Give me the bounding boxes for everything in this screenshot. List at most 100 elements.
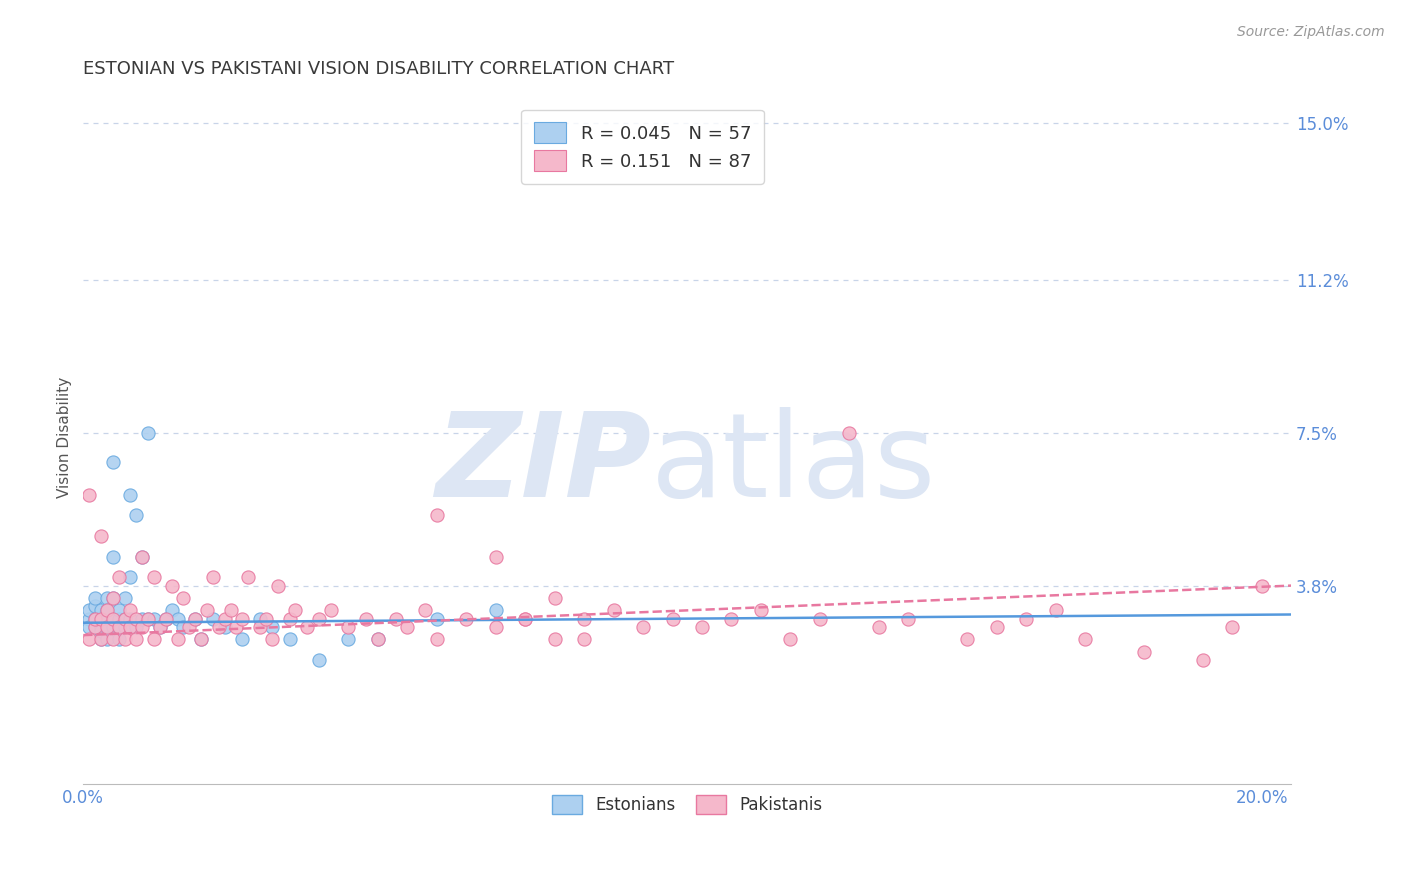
Point (90, 612, 112, 626)
Point (1133, 645, 1156, 659)
Point (295, 620, 318, 634)
Point (131, 549, 153, 564)
Point (120, 570, 142, 584)
Point (515, 612, 537, 626)
Point (367, 632, 389, 647)
Point (155, 612, 177, 626)
Point (131, 612, 153, 626)
Point (308, 612, 330, 626)
Point (107, 620, 129, 634)
Point (749, 603, 772, 617)
Point (219, 603, 242, 617)
Point (354, 612, 377, 626)
Point (208, 620, 231, 634)
Point (456, 612, 478, 626)
Point (572, 612, 595, 626)
Point (96, 632, 118, 647)
Point (149, 620, 172, 634)
Point (1015, 612, 1038, 626)
Point (190, 632, 212, 647)
Point (77, 632, 100, 647)
Point (201, 612, 224, 626)
Point (179, 620, 201, 634)
Point (90, 624, 112, 638)
Point (172, 620, 194, 634)
Point (384, 612, 406, 626)
Point (190, 632, 212, 647)
Point (90, 620, 112, 634)
Point (1045, 603, 1067, 617)
Point (136, 612, 159, 626)
Point (136, 425, 159, 440)
Point (337, 620, 360, 634)
Point (114, 612, 136, 626)
Point (101, 591, 124, 605)
Point (77, 612, 100, 626)
Point (1074, 632, 1097, 647)
Text: Source: ZipAtlas.com: Source: ZipAtlas.com (1237, 25, 1385, 39)
Point (214, 612, 236, 626)
Point (690, 620, 713, 634)
Point (90, 603, 112, 617)
Point (84, 620, 107, 634)
Point (120, 603, 142, 617)
Point (838, 425, 860, 440)
Point (101, 612, 124, 626)
Point (956, 632, 979, 647)
Point (101, 632, 124, 647)
Point (136, 612, 159, 626)
Point (96, 603, 118, 617)
Point (84, 620, 107, 634)
Point (396, 620, 419, 634)
Point (367, 632, 389, 647)
Point (201, 570, 224, 584)
Point (114, 591, 136, 605)
Point (267, 579, 290, 593)
Point (260, 632, 283, 647)
Point (897, 612, 920, 626)
Point (107, 612, 129, 626)
Point (308, 653, 330, 667)
Point (278, 632, 301, 647)
Point (77, 620, 100, 634)
Point (231, 632, 253, 647)
Point (96, 612, 118, 626)
Point (101, 455, 124, 469)
Point (1220, 620, 1243, 634)
Point (631, 620, 654, 634)
Point (84, 591, 107, 605)
Point (143, 612, 166, 626)
Point (160, 603, 183, 617)
Point (114, 612, 136, 626)
Point (131, 620, 153, 634)
Point (120, 488, 142, 502)
Point (808, 612, 831, 626)
Point (544, 591, 567, 605)
Y-axis label: Vision Disability: Vision Disability (58, 376, 72, 498)
Point (249, 620, 271, 634)
Point (544, 632, 567, 647)
Point (125, 620, 148, 634)
Point (225, 620, 247, 634)
Point (107, 620, 129, 634)
Point (284, 603, 307, 617)
Point (90, 612, 112, 626)
Point (426, 632, 449, 647)
Point (120, 620, 142, 634)
Point (101, 620, 124, 634)
Text: atlas: atlas (651, 408, 936, 522)
Point (149, 620, 172, 634)
Point (485, 603, 508, 617)
Point (485, 549, 508, 564)
Point (77, 603, 100, 617)
Point (720, 612, 742, 626)
Text: ESTONIAN VS PAKISTANI VISION DISABILITY CORRELATION CHART: ESTONIAN VS PAKISTANI VISION DISABILITY … (83, 60, 675, 78)
Legend: Estonians, Pakistanis: Estonians, Pakistanis (543, 785, 832, 824)
Point (77, 488, 100, 502)
Point (90, 632, 112, 647)
Point (184, 612, 207, 626)
Point (515, 612, 537, 626)
Point (143, 632, 166, 647)
Point (114, 632, 136, 647)
Point (143, 570, 166, 584)
